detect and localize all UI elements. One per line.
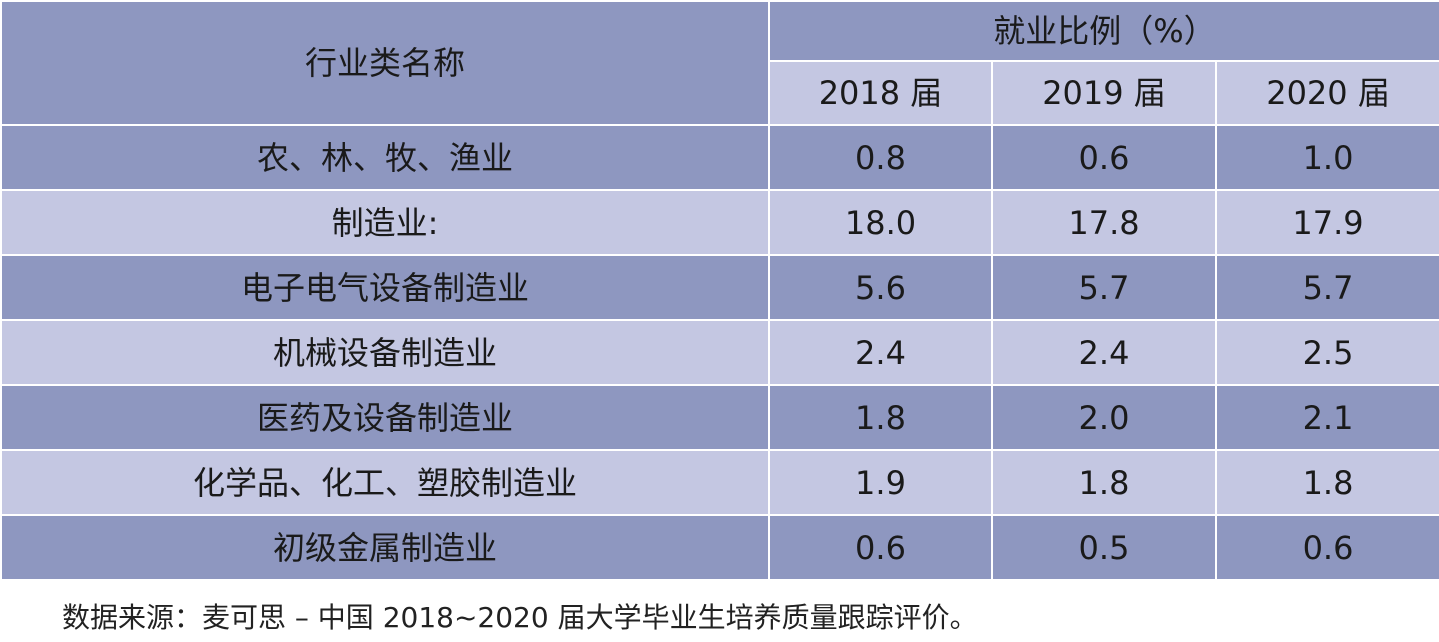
table-row: 化学品、化工、塑胶制造业 1.9 1.8 1.8 — [0, 449, 1439, 516]
table-body: 农、林、牧、渔业 0.8 0.6 1.0 制造业: 18.0 17.8 17.9… — [0, 124, 1439, 581]
value-2019-cell: 2.0 — [991, 384, 1217, 451]
industry-name-cell: 制造业: — [0, 189, 770, 256]
value-2019-cell: 0.6 — [991, 124, 1217, 191]
header-year-2018: 2018 届 — [768, 60, 993, 126]
value-2019-cell: 0.5 — [991, 514, 1217, 581]
value-2018-cell: 1.9 — [768, 449, 993, 516]
value-2020-cell: 1.8 — [1214, 449, 1439, 516]
industry-name-cell: 农、林、牧、渔业 — [0, 124, 770, 191]
employment-ratio-table: 行业类名称 就业比例（%） 2018 届 2019 届 2020 届 农、林、牧… — [0, 0, 1439, 581]
table-header: 行业类名称 就业比例（%） 2018 届 2019 届 2020 届 — [0, 0, 1439, 126]
value-2018-cell: 1.8 — [768, 384, 993, 451]
value-2019-cell: 2.4 — [991, 319, 1217, 386]
value-2020-cell: 17.9 — [1214, 189, 1439, 256]
industry-name-cell: 电子电气设备制造业 — [0, 254, 770, 321]
industry-name-cell: 机械设备制造业 — [0, 319, 770, 386]
value-2018-cell: 5.6 — [768, 254, 993, 321]
value-2018-cell: 0.8 — [768, 124, 993, 191]
value-2020-cell: 0.6 — [1214, 514, 1439, 581]
value-2020-cell: 5.7 — [1214, 254, 1439, 321]
table-row: 电子电气设备制造业 5.6 5.7 5.7 — [0, 254, 1439, 321]
value-2018-cell: 18.0 — [768, 189, 993, 256]
table-row: 农、林、牧、渔业 0.8 0.6 1.0 — [0, 124, 1439, 191]
industry-name-cell: 医药及设备制造业 — [0, 384, 770, 451]
value-2020-cell: 2.5 — [1214, 319, 1439, 386]
table-row: 医药及设备制造业 1.8 2.0 2.1 — [0, 384, 1439, 451]
header-industry-name: 行业类名称 — [0, 0, 770, 126]
value-2019-cell: 5.7 — [991, 254, 1217, 321]
value-2019-cell: 1.8 — [991, 449, 1217, 516]
value-2020-cell: 2.1 — [1214, 384, 1439, 451]
header-year-2019: 2019 届 — [991, 60, 1217, 126]
table-row: 制造业: 18.0 17.8 17.9 — [0, 189, 1439, 256]
header-employment-ratio: 就业比例（%） — [767, 0, 1439, 62]
value-2018-cell: 0.6 — [768, 514, 993, 581]
industry-name-cell: 初级金属制造业 — [0, 514, 770, 581]
header-year-2020: 2020 届 — [1214, 60, 1439, 126]
value-2019-cell: 17.8 — [991, 189, 1217, 256]
industry-name-cell: 化学品、化工、塑胶制造业 — [0, 449, 770, 516]
table-row: 初级金属制造业 0.6 0.5 0.6 — [0, 514, 1439, 581]
value-2020-cell: 1.0 — [1214, 124, 1439, 191]
value-2018-cell: 2.4 — [768, 319, 993, 386]
source-note: 数据来源：麦可思 – 中国 2018~2020 届大学毕业生培养质量跟踪评价。 — [62, 601, 978, 634]
table-row: 机械设备制造业 2.4 2.4 2.5 — [0, 319, 1439, 386]
